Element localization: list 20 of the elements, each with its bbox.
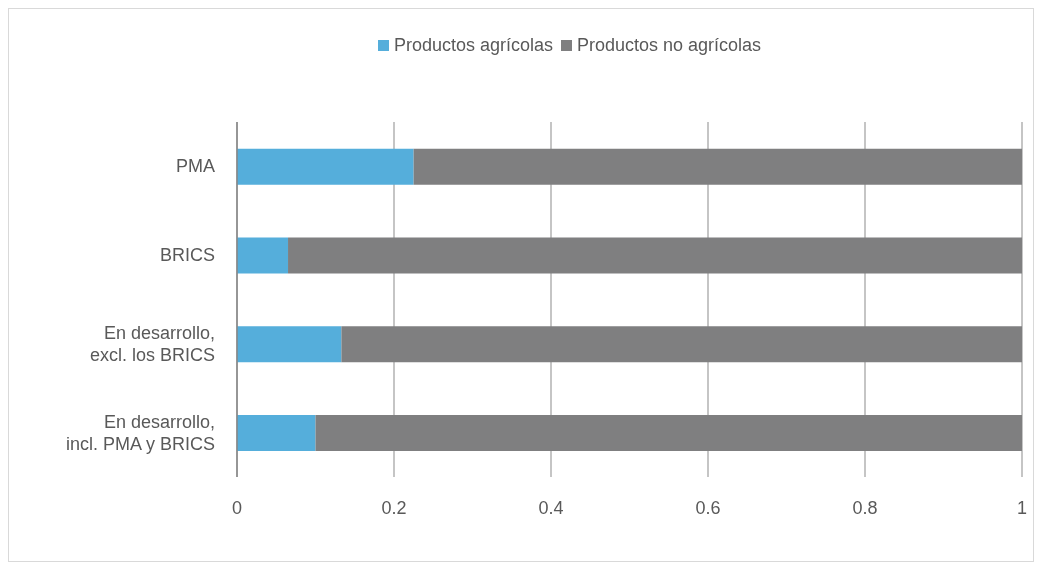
- x-tick-label: 0.6: [695, 497, 721, 518]
- x-tick-label: 0.8: [852, 497, 878, 518]
- bar: [341, 326, 1022, 363]
- bar: [237, 326, 342, 363]
- legend-label: Productos no agrícolas: [576, 35, 762, 56]
- y-tick-label: En desarrollo, excl. los BRICS: [89, 322, 215, 365]
- legend-label: Productos agrícolas: [392, 35, 553, 56]
- y-tick-label: PMA: [175, 156, 215, 177]
- bar: [413, 148, 1022, 185]
- bar: [315, 414, 1022, 451]
- y-tick-label: BRICS: [159, 245, 215, 266]
- x-tick-label: 1: [1016, 497, 1028, 518]
- x-tick-label: 0.4: [538, 497, 564, 518]
- bar: [237, 414, 316, 451]
- bar: [237, 237, 289, 274]
- bar: [237, 148, 414, 185]
- x-tick-label: 0: [231, 497, 243, 518]
- bar: [288, 237, 1022, 274]
- x-tick-label: 0.2: [381, 497, 407, 518]
- y-tick-label: En desarrollo, incl. PMA y BRICS: [65, 411, 215, 454]
